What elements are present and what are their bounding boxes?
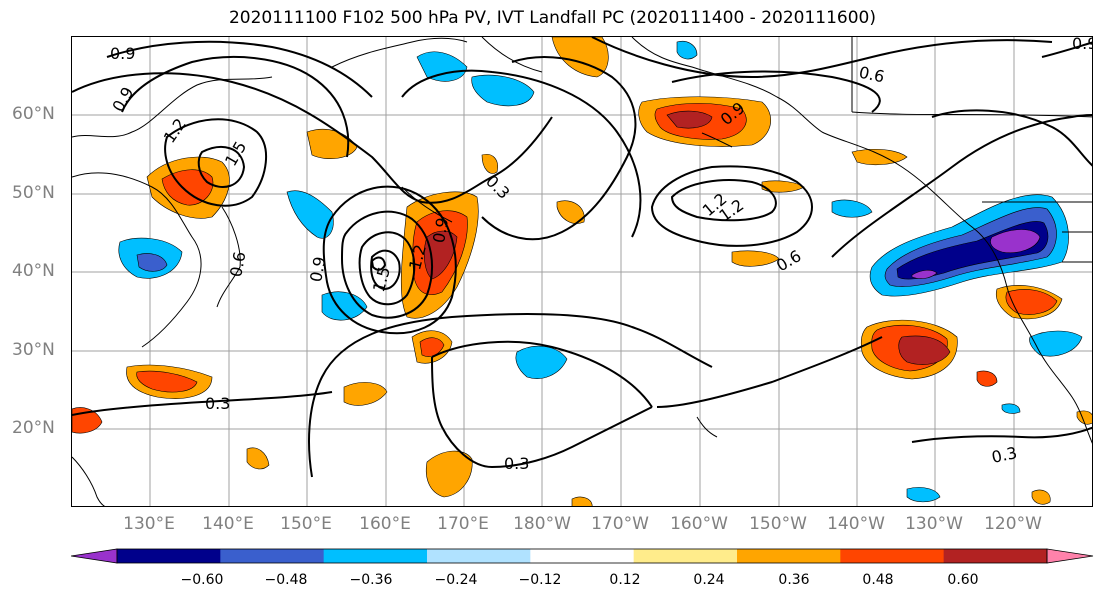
contour-label: 0.3 (504, 454, 529, 473)
colorbar-extend-low (71, 548, 118, 564)
contour-label: 0.3 (990, 443, 1019, 467)
lon-label: 120°W (984, 514, 1042, 534)
coastlines (72, 37, 1092, 506)
graticule (72, 37, 1092, 506)
colorbar-segment (530, 549, 635, 563)
contour-label: 0.9 (108, 84, 137, 116)
map-canvas: 0.9 0.9 1.2 1.5 0.6 0.9 0.3 0.9 1.2 0.9 … (72, 37, 1093, 506)
contour-label: 1.5 (221, 138, 250, 170)
lon-label: 140°W (827, 514, 885, 534)
colorbar-tick: −0.36 (349, 572, 393, 588)
colorbar-tick: −0.24 (434, 572, 478, 588)
contour-label: 0.9 (1072, 37, 1093, 53)
lat-label: 20°N (12, 418, 55, 438)
lat-label: 40°N (12, 261, 55, 281)
colorbar-extend-high (1046, 548, 1094, 564)
colorbar-tick: 0.60 (947, 572, 979, 588)
lon-label: 170°W (591, 514, 649, 534)
lat-label: 60°N (12, 104, 55, 124)
colorbar-segment (943, 549, 1048, 563)
colorbar-tick: −0.60 (180, 572, 224, 588)
ivt-filled-patches (72, 37, 1092, 506)
lon-label: 130°E (123, 514, 175, 534)
contour-label: 0.3 (205, 394, 230, 413)
contour-label: 0.6 (226, 250, 249, 278)
colorbar-tick: 0.48 (862, 572, 894, 588)
lon-label: 140°E (202, 514, 254, 534)
lon-label: 150°W (749, 514, 807, 534)
colorbar-segment (633, 549, 738, 563)
contour-label: 1.2 (160, 115, 190, 147)
contour-label: 1.5 (369, 265, 394, 295)
colorbar-outline (116, 548, 1048, 564)
lon-label: 180°W (513, 514, 571, 534)
contour-label: 0.6 (773, 246, 805, 275)
colorbar-segment (427, 549, 531, 563)
lon-label: 160°E (359, 514, 411, 534)
contour-label: 0.9 (429, 216, 452, 244)
colorbar-segment (220, 549, 325, 563)
lat-label: 30°N (12, 340, 55, 360)
lon-label: 150°E (280, 514, 332, 534)
colorbar (71, 548, 1094, 564)
lon-label: 170°E (437, 514, 489, 534)
colorbar-tick: −0.48 (264, 572, 308, 588)
colorbar-segment (840, 549, 945, 563)
map-panel: 0.9 0.9 1.2 1.5 0.6 0.9 0.3 0.9 1.2 0.9 … (71, 36, 1093, 507)
contour-label: 0.6 (857, 63, 886, 87)
contour-label: 0.9 (110, 44, 135, 63)
colorbar-segment (737, 549, 841, 563)
colorbar-tick: 0.24 (693, 572, 725, 588)
colorbar-tick: −0.12 (518, 572, 562, 588)
colorbar-segment (117, 549, 221, 563)
colorbar-segment (323, 549, 428, 563)
colorbar-tick: 0.12 (609, 572, 641, 588)
pv-contours (72, 37, 1092, 478)
map-title: 2020111100 F102 500 hPa PV, IVT Landfall… (228, 8, 876, 28)
contour-label: 0.3 (482, 171, 513, 202)
lat-label: 50°N (12, 183, 55, 203)
colorbar-tick: 0.36 (778, 572, 810, 588)
lon-label: 160°W (670, 514, 728, 534)
contour-label: 0.9 (306, 255, 329, 283)
lon-label: 130°W (905, 514, 963, 534)
